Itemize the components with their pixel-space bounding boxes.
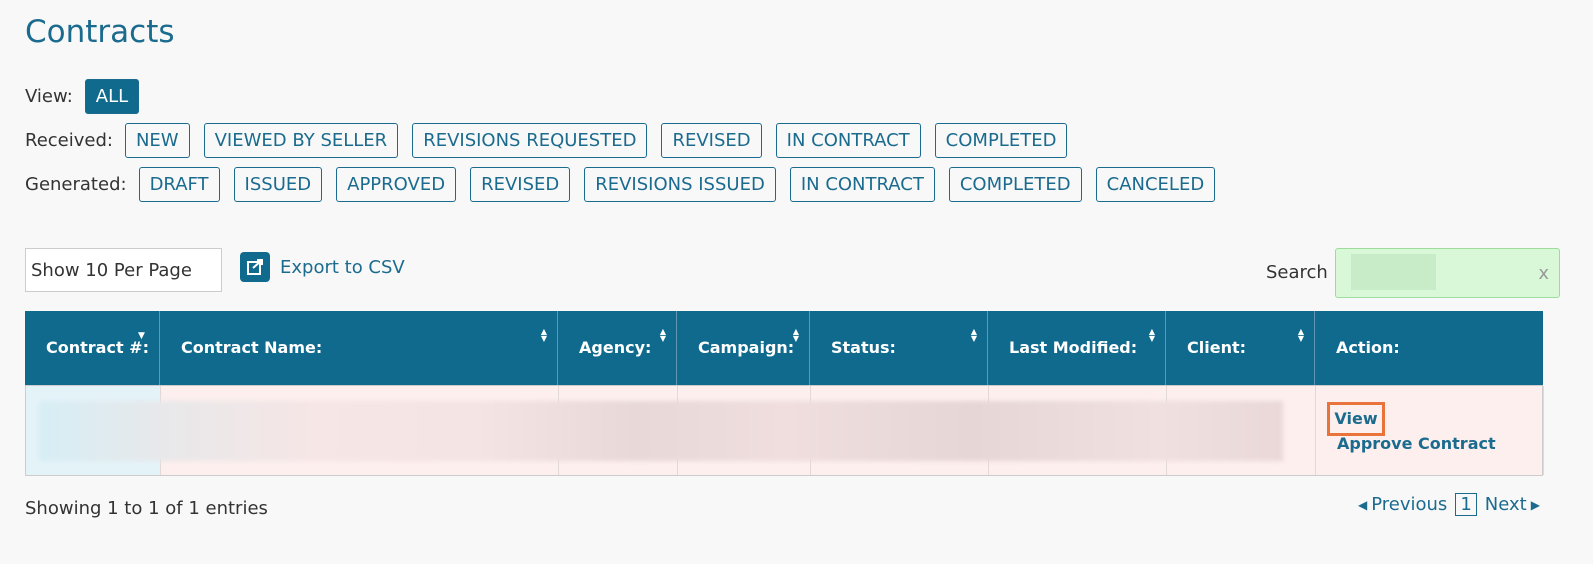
table-cell (1167, 386, 1316, 475)
sort-icon: ▲ ▼ (1297, 327, 1304, 343)
previous-link[interactable]: Previous (1371, 494, 1448, 515)
export-label[interactable]: Export to CSV (280, 256, 405, 278)
filter-row: Received: NEW VIEWED BY SELLER REVISIONS RE… (25, 123, 1081, 158)
export-glyph (247, 259, 263, 275)
column-header[interactable]: Contract #: ▼ (25, 311, 160, 385)
column-header[interactable]: Last Modified: ▲ ▼ (988, 311, 1166, 385)
filter-row: View: ALL (25, 79, 153, 114)
column-header[interactable]: Client: ▲ ▼ (1166, 311, 1315, 385)
next-arrow: ▶ (1530, 497, 1540, 512)
search-input[interactable]: x (1335, 248, 1560, 298)
filter-button[interactable]: DRAFT (138, 167, 220, 202)
search-clear[interactable]: x (1538, 263, 1549, 284)
column-header[interactable]: Agency: ▲ ▼ (558, 311, 677, 385)
table-cell (1316, 386, 1544, 475)
sort-icon: ▲ ▼ (659, 327, 666, 343)
filter-button[interactable]: CANCELED (1095, 167, 1216, 202)
entries-info: Showing 1 to 1 of 1 entries (25, 498, 268, 519)
column-header[interactable]: Campaign: ▲ ▼ (677, 311, 810, 385)
filter-button[interactable]: APPROVED (336, 167, 457, 202)
sort-icon: ▲ ▼ (970, 327, 977, 343)
filter-button[interactable]: ISSUED (233, 167, 323, 202)
filter-button[interactable]: VIEWED BY SELLER (203, 123, 399, 158)
filter-button[interactable]: REVISED (661, 123, 762, 158)
page-number[interactable]: 1 (1455, 493, 1477, 516)
next-link[interactable]: Next (1484, 494, 1527, 515)
page-size-select[interactable]: Show 10 Per Page (25, 248, 222, 292)
pagination: ◀ Previous 1 Next ▶ (1358, 493, 1540, 516)
filter-button[interactable]: IN CONTRACT (775, 123, 921, 158)
filter-button[interactable]: IN CONTRACT (789, 167, 935, 202)
column-header[interactable]: Action: (1336, 338, 1400, 357)
previous-arrow: ◀ (1358, 497, 1368, 512)
sort-icon: ▲ ▼ (1148, 327, 1155, 343)
filter-button[interactable]: NEW (124, 123, 190, 158)
column-header[interactable]: Contract Name: ▲ ▼ (160, 311, 558, 385)
filter-button[interactable]: COMPLETED (934, 123, 1068, 158)
sort-icon: ▲ ▼ (540, 327, 547, 343)
filter-label: Received: (25, 130, 113, 151)
filter-button[interactable]: REVISIONS REQUESTED (412, 123, 648, 158)
filter-button[interactable]: REVISED (470, 167, 571, 202)
approve-link[interactable]: Approve Contract (1337, 434, 1496, 453)
search-redacted (1351, 254, 1436, 290)
table-header: Contract #: ▼ Contract Name: ▲ ▼ Agency: ▲ ▼ Cam… (25, 311, 1543, 385)
column-header[interactable]: Status: ▲ ▼ (810, 311, 988, 385)
export-button[interactable]: Export to CSV (240, 252, 405, 282)
export-icon (240, 252, 270, 282)
filter-button[interactable]: REVISIONS ISSUED (584, 167, 776, 202)
filter-button[interactable]: COMPLETED (948, 167, 1082, 202)
filter-label: Generated: (25, 174, 127, 195)
view-link[interactable]: View (1327, 402, 1385, 436)
page-title: Contracts (25, 14, 175, 50)
redacted-row (39, 401, 1283, 461)
sort-desc-icon: ▼ (138, 331, 145, 341)
sort-icon: ▲ ▼ (792, 327, 799, 343)
filter-button[interactable]: ALL (84, 79, 140, 114)
filter-label: View: (25, 86, 73, 107)
filter-row: Generated: DRAFT ISSUED APPROVED REVISED REVI… (25, 167, 1229, 202)
search-label: Search (1266, 262, 1328, 283)
